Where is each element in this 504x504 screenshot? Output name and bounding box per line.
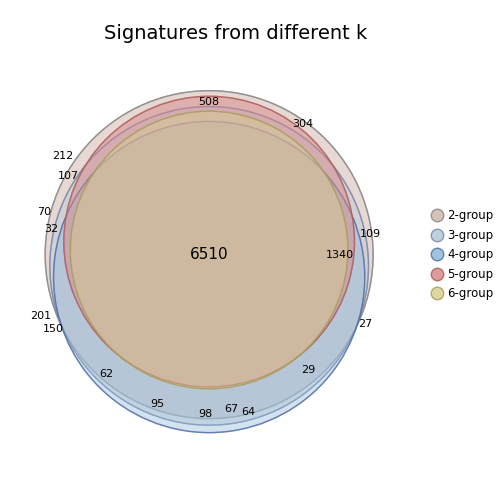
Text: 201: 201 <box>30 311 51 321</box>
Text: 95: 95 <box>150 399 164 409</box>
Text: 1340: 1340 <box>326 249 354 260</box>
Text: 212: 212 <box>52 151 73 161</box>
Text: 109: 109 <box>360 229 381 239</box>
Text: 98: 98 <box>199 409 213 419</box>
Text: 62: 62 <box>100 369 114 379</box>
Text: 29: 29 <box>301 365 315 375</box>
Text: 107: 107 <box>57 171 79 181</box>
Title: Signatures from different k: Signatures from different k <box>104 24 367 42</box>
Circle shape <box>53 121 365 432</box>
Circle shape <box>64 96 354 387</box>
Circle shape <box>45 91 373 419</box>
Text: 70: 70 <box>37 207 51 217</box>
Text: 64: 64 <box>241 407 256 417</box>
Text: 150: 150 <box>43 324 64 334</box>
Circle shape <box>71 111 348 389</box>
Legend: 2-group, 3-group, 4-group, 5-group, 6-group: 2-group, 3-group, 4-group, 5-group, 6-gr… <box>430 209 493 300</box>
Text: 27: 27 <box>358 319 372 329</box>
Text: 304: 304 <box>292 119 313 129</box>
Text: 508: 508 <box>199 97 220 107</box>
Text: 67: 67 <box>224 404 238 414</box>
Text: 32: 32 <box>44 224 58 233</box>
Circle shape <box>50 106 368 425</box>
Text: 6510: 6510 <box>190 247 228 262</box>
